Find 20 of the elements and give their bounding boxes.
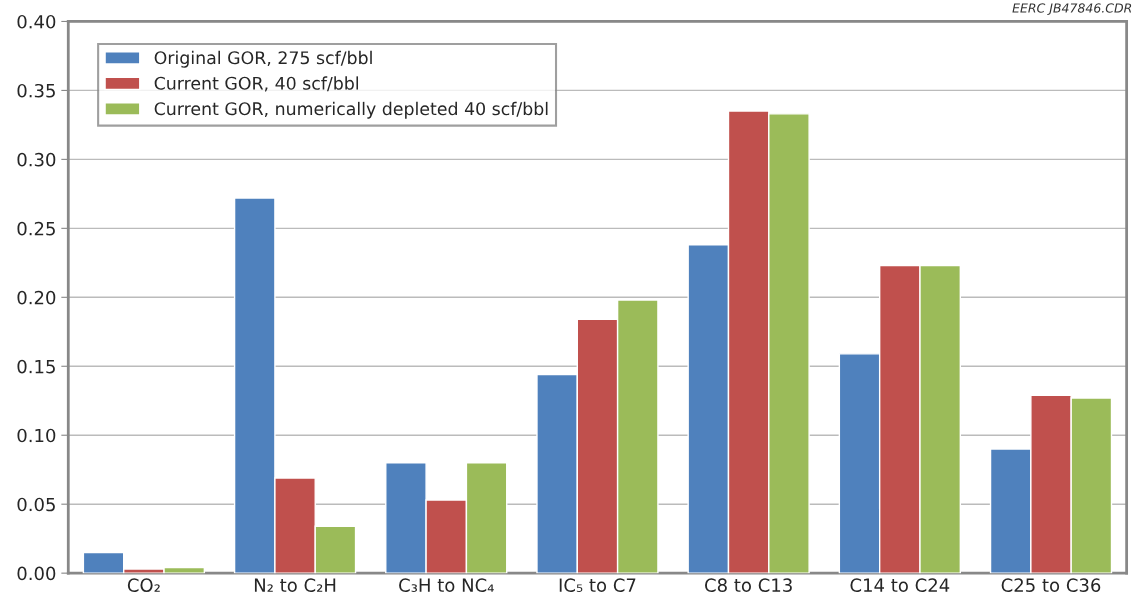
legend-label: Current GOR, 40 scf/bbl (154, 76, 359, 92)
y-tick-label: 0.00 (17, 566, 56, 581)
y-tick-label: 0.35 (17, 83, 55, 98)
x-tick-label: C14 to C24 (850, 578, 950, 592)
text: EERC JB47846.CDR (1012, 3, 1132, 16)
x-tick-label: CO₂ (127, 578, 160, 592)
y-tick-label: 0.30 (17, 152, 56, 167)
y-tick-label: 0.20 (17, 290, 56, 305)
y-tick-label: 0.40 (17, 14, 56, 29)
x-tick-label: N₂ to C₂H (254, 578, 336, 592)
x-tick-label: C8 to C13 (705, 578, 792, 592)
y-tick-label: 0.05 (17, 497, 55, 512)
y-tick-label: 0.10 (17, 428, 56, 443)
legend-label: Original GOR, 275 scf/bbl (154, 50, 372, 68)
x-tick-label: IC₅ to C7 (559, 578, 636, 592)
y-tick-label: 0.15 (17, 359, 55, 374)
y-tick-label: 0.25 (17, 221, 55, 236)
x-tick-label: C25 to C36 (1001, 578, 1101, 592)
x-tick-label: C₃H to NC₄ (399, 578, 494, 592)
legend-label: Current GOR, numerically depleted 40 scf/bbl (154, 101, 548, 119)
